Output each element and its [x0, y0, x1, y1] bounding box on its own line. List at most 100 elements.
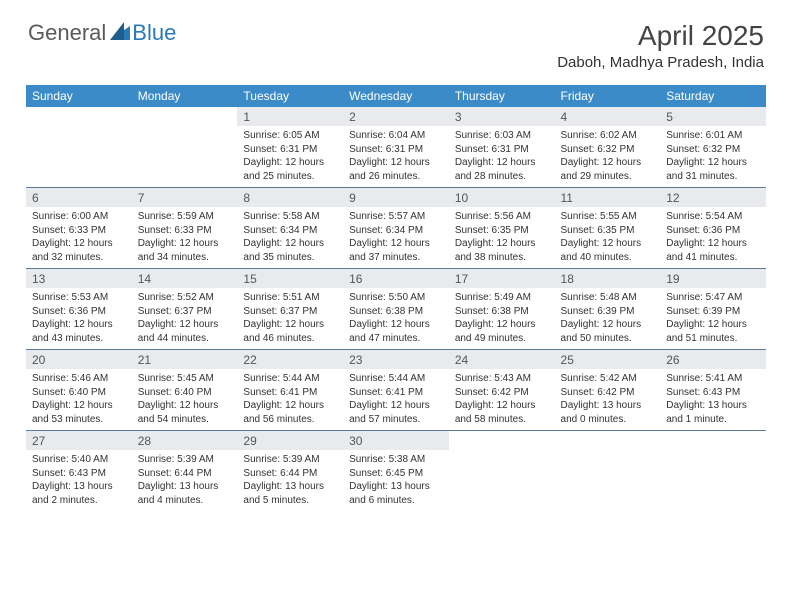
sunrise-line: Sunrise: 6:01 AM	[666, 130, 742, 141]
day-number: 15	[237, 269, 343, 289]
sunset-line: Sunset: 6:44 PM	[243, 468, 317, 479]
daylight-line: Daylight: 12 hours and 28 minutes.	[455, 157, 536, 182]
daylight-line: Daylight: 12 hours and 51 minutes.	[666, 319, 747, 344]
day-number: 17	[449, 269, 555, 289]
sunrise-line: Sunrise: 5:40 AM	[32, 454, 108, 465]
day-cell: Sunrise: 5:39 AMSunset: 6:44 PMDaylight:…	[237, 450, 343, 511]
sunset-line: Sunset: 6:35 PM	[455, 225, 529, 236]
sunrise-line: Sunrise: 5:41 AM	[666, 373, 742, 384]
day-header-tuesday: Tuesday	[237, 85, 343, 107]
empty-day-number	[449, 431, 555, 451]
day-number: 21	[132, 350, 238, 370]
month-title: April 2025	[557, 20, 764, 52]
sunrise-line: Sunrise: 6:04 AM	[349, 130, 425, 141]
sunset-line: Sunset: 6:37 PM	[243, 306, 317, 317]
day-number: 10	[449, 188, 555, 208]
sunrise-line: Sunrise: 5:59 AM	[138, 211, 214, 222]
day-cell: Sunrise: 5:42 AMSunset: 6:42 PMDaylight:…	[555, 369, 661, 431]
day-cell: Sunrise: 5:51 AMSunset: 6:37 PMDaylight:…	[237, 288, 343, 350]
day-cell: Sunrise: 5:52 AMSunset: 6:37 PMDaylight:…	[132, 288, 238, 350]
daylight-line: Daylight: 13 hours and 6 minutes.	[349, 481, 430, 506]
week-body-row: Sunrise: 5:46 AMSunset: 6:40 PMDaylight:…	[26, 369, 766, 431]
day-cell: Sunrise: 5:54 AMSunset: 6:36 PMDaylight:…	[660, 207, 766, 269]
daylight-line: Daylight: 12 hours and 34 minutes.	[138, 238, 219, 263]
day-header-sunday: Sunday	[26, 85, 132, 107]
sunrise-line: Sunrise: 5:52 AM	[138, 292, 214, 303]
brand-logo: General Blue	[28, 20, 176, 46]
daylight-line: Daylight: 12 hours and 29 minutes.	[561, 157, 642, 182]
sunset-line: Sunset: 6:31 PM	[455, 144, 529, 155]
day-number: 24	[449, 350, 555, 370]
daylight-line: Daylight: 12 hours and 31 minutes.	[666, 157, 747, 182]
day-cell: Sunrise: 5:53 AMSunset: 6:36 PMDaylight:…	[26, 288, 132, 350]
sunrise-line: Sunrise: 5:46 AM	[32, 373, 108, 384]
day-cell: Sunrise: 6:01 AM Sunset: 6:32 PM Daylight:…	[660, 126, 766, 188]
week-number-row: 13141516171819	[26, 269, 766, 289]
week-number-row: 20212223242526	[26, 350, 766, 370]
sunrise-line: Sunrise: 6:02 AM	[561, 130, 637, 141]
daylight-line: Daylight: 12 hours and 43 minutes.	[32, 319, 113, 344]
day-number: 22	[237, 350, 343, 370]
sunset-line: Sunset: 6:34 PM	[349, 225, 423, 236]
sunset-line: Sunset: 6:32 PM	[666, 144, 740, 155]
week-number-row: 12345	[26, 107, 766, 126]
day-number: 20	[26, 350, 132, 370]
daylight-line: Daylight: 12 hours and 57 minutes.	[349, 400, 430, 425]
day-header-saturday: Saturday	[660, 85, 766, 107]
week-body-row: Sunrise: 5:53 AMSunset: 6:36 PMDaylight:…	[26, 288, 766, 350]
sunset-line: Sunset: 6:39 PM	[666, 306, 740, 317]
sunset-line: Sunset: 6:31 PM	[349, 144, 423, 155]
sunrise-line: Sunrise: 5:54 AM	[666, 211, 742, 222]
sunset-line: Sunset: 6:43 PM	[666, 387, 740, 398]
daylight-line: Daylight: 12 hours and 35 minutes.	[243, 238, 324, 263]
day-number: 6	[26, 188, 132, 208]
day-number: 5	[660, 107, 766, 126]
week-body-row: Sunrise: 5:40 AMSunset: 6:43 PMDaylight:…	[26, 450, 766, 511]
daylight-line: Daylight: 12 hours and 37 minutes.	[349, 238, 430, 263]
sunrise-line: Sunrise: 5:55 AM	[561, 211, 637, 222]
day-header-friday: Friday	[555, 85, 661, 107]
brand-text-general: General	[28, 20, 106, 46]
day-number: 14	[132, 269, 238, 289]
daylight-line: Daylight: 13 hours and 0 minutes.	[561, 400, 642, 425]
day-number: 30	[343, 431, 449, 451]
day-number: 18	[555, 269, 661, 289]
day-cell: Sunrise: 6:04 AMSunset: 6:31 PMDaylight:…	[343, 126, 449, 188]
day-number: 9	[343, 188, 449, 208]
day-cell: Sunrise: 5:55 AMSunset: 6:35 PMDaylight:…	[555, 207, 661, 269]
daylight-line: Daylight: 13 hours and 5 minutes.	[243, 481, 324, 506]
sunset-line: Sunset: 6:44 PM	[138, 468, 212, 479]
day-cell: Sunrise: 5:58 AMSunset: 6:34 PMDaylight:…	[237, 207, 343, 269]
day-number: 2	[343, 107, 449, 126]
empty-day-number	[660, 431, 766, 451]
location-subtitle: Daboh, Madhya Pradesh, India	[557, 54, 764, 71]
day-cell: Sunrise: 6:03 AMSunset: 6:31 PMDaylight:…	[449, 126, 555, 188]
day-header-monday: Monday	[132, 85, 238, 107]
daylight-line: Daylight: 12 hours and 41 minutes.	[666, 238, 747, 263]
day-header-wednesday: Wednesday	[343, 85, 449, 107]
sunrise-line: Sunrise: 5:44 AM	[243, 373, 319, 384]
day-cell: Sunrise: 5:45 AMSunset: 6:40 PMDaylight:…	[132, 369, 238, 431]
daylight-line: Daylight: 12 hours and 54 minutes.	[138, 400, 219, 425]
daylight-line: Daylight: 13 hours and 2 minutes.	[32, 481, 113, 506]
week-body-row: Sunrise: 6:05 AMSunset: 6:31 PMDaylight:…	[26, 126, 766, 188]
day-number: 23	[343, 350, 449, 370]
day-cell: Sunrise: 5:57 AMSunset: 6:34 PMDaylight:…	[343, 207, 449, 269]
day-cell: Sunrise: 5:50 AMSunset: 6:38 PMDaylight:…	[343, 288, 449, 350]
daylight-line: Daylight: 12 hours and 40 minutes.	[561, 238, 642, 263]
sunset-line: Sunset: 6:45 PM	[349, 468, 423, 479]
week-number-row: 27282930	[26, 431, 766, 451]
day-cell: Sunrise: 5:43 AMSunset: 6:42 PMDaylight:…	[449, 369, 555, 431]
day-number: 16	[343, 269, 449, 289]
day-cell: Sunrise: 5:39 AMSunset: 6:44 PMDaylight:…	[132, 450, 238, 511]
empty-day-cell	[660, 450, 766, 511]
daylight-line: Daylight: 12 hours and 38 minutes.	[455, 238, 536, 263]
sunset-line: Sunset: 6:32 PM	[561, 144, 635, 155]
sunrise-line: Sunrise: 5:42 AM	[561, 373, 637, 384]
day-number: 12	[660, 188, 766, 208]
sunrise-line: Sunrise: 5:39 AM	[138, 454, 214, 465]
day-cell: Sunrise: 5:40 AMSunset: 6:43 PMDaylight:…	[26, 450, 132, 511]
day-number: 28	[132, 431, 238, 451]
sunrise-line: Sunrise: 5:53 AM	[32, 292, 108, 303]
day-number: 4	[555, 107, 661, 126]
